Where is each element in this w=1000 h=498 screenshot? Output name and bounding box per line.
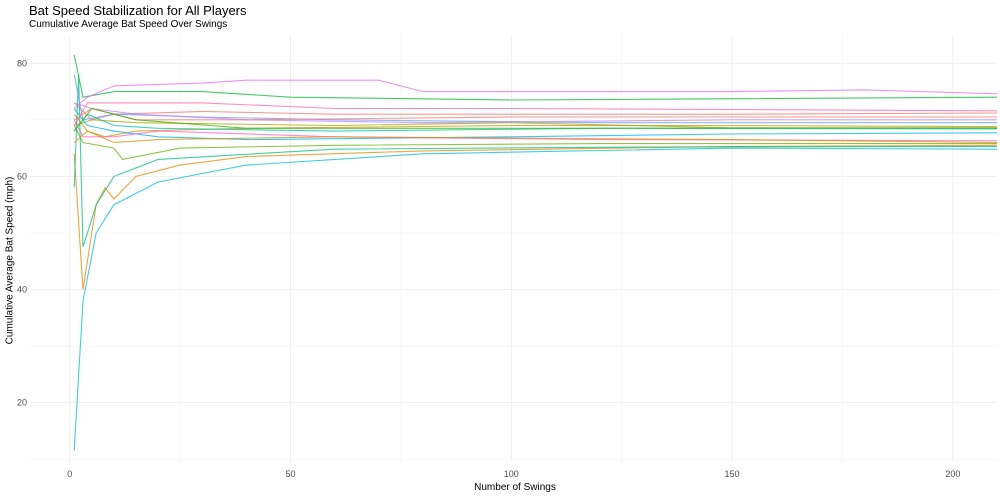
x-tick-label: 150 [725, 469, 740, 479]
series-line [73, 102, 998, 126]
chart-title: Bat Speed Stabilization for All Players [29, 3, 247, 18]
y-tick-label: 80 [17, 58, 27, 68]
series-line [74, 119, 998, 129]
series-line [73, 54, 998, 101]
series-line [73, 119, 998, 142]
x-tick-label: 100 [504, 469, 519, 479]
series-line [73, 125, 997, 161]
series-line [73, 102, 998, 121]
x-tick-label: 0 [67, 469, 72, 479]
chart-subtitle: Cumulative Average Bat Speed Over Swings [29, 19, 228, 30]
y-tick-label: 40 [17, 285, 27, 295]
x-axis-label: Number of Swings [474, 482, 556, 493]
series-line [73, 74, 997, 124]
x-tick-label: 50 [286, 469, 296, 479]
series-line [73, 79, 998, 109]
y-tick-label: 20 [17, 398, 27, 408]
y-axis-label: Cumulative Average Bat Speed (mph) [4, 176, 16, 345]
x-tick-label: 200 [945, 469, 960, 479]
series-line [73, 144, 998, 290]
series-line [73, 107, 998, 132]
series-line [73, 147, 998, 451]
series-line [73, 130, 998, 144]
y-tick-label: 60 [17, 171, 27, 181]
series-line [73, 107, 997, 121]
series-line [73, 108, 998, 141]
